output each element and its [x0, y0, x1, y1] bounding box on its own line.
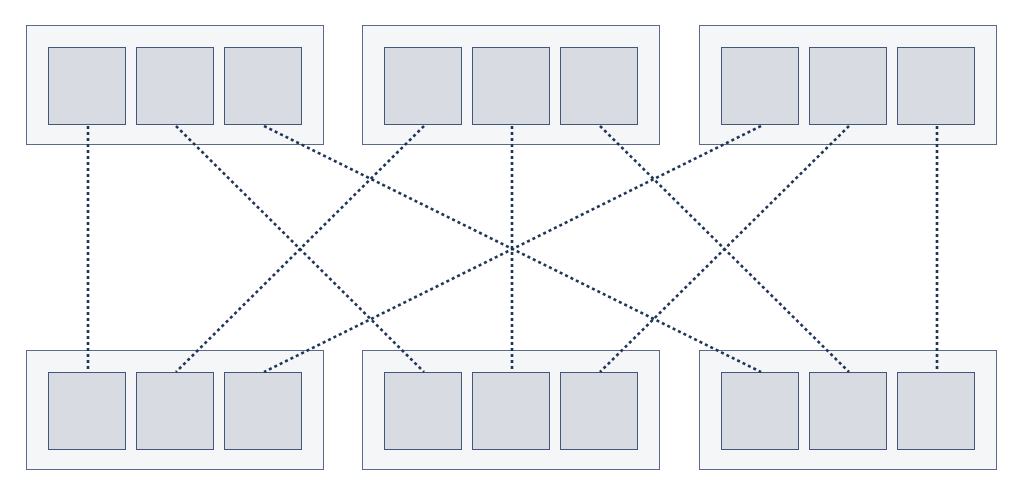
bottom-group-2-cell-1 — [384, 372, 462, 450]
link-line-6 — [599, 125, 850, 373]
bottom-group-3-cell-3 — [897, 372, 975, 450]
bottom-group-1-cell-1 — [48, 372, 126, 450]
top-group-3-cell-3 — [897, 47, 975, 125]
bottom-group-1-cell-2 — [136, 372, 214, 450]
top-group-3-cell-1 — [721, 47, 799, 125]
bottom-group-3-cell-1 — [721, 372, 799, 450]
bottom-group-3-cell-2 — [809, 372, 887, 450]
bottom-group-3 — [699, 350, 997, 470]
link-line-4 — [175, 125, 425, 373]
bottom-group-1-cell-3 — [224, 372, 302, 450]
top-group-2 — [362, 25, 660, 145]
top-group-2-cell-3 — [560, 47, 638, 125]
link-line-3 — [263, 124, 762, 374]
bottom-group-2-cell-3 — [560, 372, 638, 450]
bottom-group-1 — [26, 350, 324, 470]
top-group-1 — [26, 25, 324, 145]
top-group-1-cell-2 — [136, 47, 214, 125]
bottom-group-2 — [362, 350, 660, 470]
bottom-group-2-cell-2 — [472, 372, 550, 450]
link-line-2 — [175, 125, 425, 373]
top-group-2-cell-1 — [384, 47, 462, 125]
link-line-8 — [599, 125, 850, 373]
link-line-7 — [263, 124, 762, 374]
top-group-1-cell-1 — [48, 47, 126, 125]
top-group-2-cell-2 — [472, 47, 550, 125]
top-group-1-cell-3 — [224, 47, 302, 125]
top-group-3-cell-2 — [809, 47, 887, 125]
top-group-3 — [699, 25, 997, 145]
